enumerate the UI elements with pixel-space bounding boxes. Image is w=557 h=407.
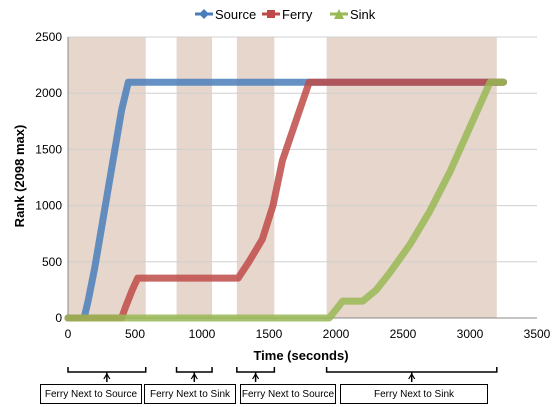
series-line-sink [64,78,507,322]
y-axis-title: Rank (2098 max) [12,125,27,228]
y-tick-label-1: 500 [42,255,62,269]
series-group [64,78,507,322]
bracket-arrow-icon-1 [190,372,198,380]
legend-label-0: Source [215,7,256,22]
legend-marker-diamond-0 [199,9,209,19]
x-axis-title: Time (seconds) [253,348,348,363]
annotation-brackets [67,367,498,382]
y-tick-label-4: 2000 [35,86,62,100]
legend-label-2: Sink [350,7,376,22]
legend-marker-square-1 [267,10,275,18]
bracket-0 [67,367,147,373]
annotation-box-1: Ferry Next to Sink [144,384,236,404]
bracket-arrow-icon-3 [408,372,416,380]
series-line-ferry [64,78,507,322]
y-tick-label-5: 2500 [35,30,62,44]
y-tick-label-2: 1000 [35,199,62,213]
annotation-box-3: Ferry Next to Sink [340,384,488,404]
bracket-1 [175,367,213,373]
legend: Source Ferry Sink [195,7,376,22]
annotation-box-0: Ferry Next to Source [40,384,142,404]
x-tick-label-4: 2000 [323,327,350,341]
x-tick-label-5: 2500 [390,327,417,341]
legend-label-1: Ferry [282,7,313,22]
x-tick-label-6: 3000 [457,327,484,341]
x-tick-label-0: 0 [65,327,72,341]
tick-labels: 0 500 1000 1500 2000 2500 0 500 1000 1500 2000 2500… [35,30,550,341]
legend-marker-triangle-2 [334,9,344,19]
bracket-2 [236,367,276,373]
x-tick-label-1: 500 [125,327,145,341]
x-tick-label-2: 1000 [189,327,216,341]
x-tick-label-7: 3500 [524,327,551,341]
bracket-arrow-icon-0 [103,372,111,380]
bracket-arrow-icon-2 [252,372,260,380]
y-tick-label-0: 0 [55,311,62,325]
bracket-3 [325,367,498,373]
x-tick-label-3: 1500 [256,327,283,341]
series-line-source [64,78,507,322]
y-tick-label-3: 1500 [35,142,62,156]
annotation-box-2: Ferry Next to Source [240,384,336,404]
